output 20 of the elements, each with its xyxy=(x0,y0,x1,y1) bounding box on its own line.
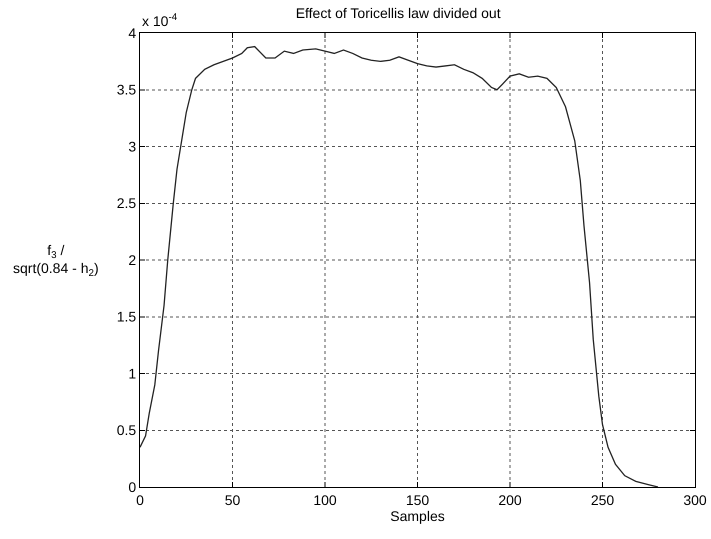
x-tick-label: 50 xyxy=(224,492,240,508)
x-tick-label: 300 xyxy=(683,492,707,508)
x-tick-label: 250 xyxy=(590,492,614,508)
x-tick-label: 150 xyxy=(406,492,430,508)
y-tick-label: 0.5 xyxy=(116,422,136,438)
y-tick-label: 3 xyxy=(128,138,136,154)
text: x 10$^{-4}$ xyxy=(142,12,178,29)
x-tick-label: 100 xyxy=(313,492,337,508)
y-axis-title: f$_{3}$ / sqrt(0.84 - h$_{2}$) xyxy=(13,242,99,280)
line-series xyxy=(140,46,659,487)
y-tick-label: 1 xyxy=(128,365,136,382)
y-tick-label: 4 xyxy=(128,24,136,41)
y-tick-label: 2 xyxy=(128,252,136,268)
x-tick-label: 200 xyxy=(498,492,522,508)
y-tick-label: 2.5 xyxy=(116,195,136,212)
y-tick-label: 1.5 xyxy=(116,308,136,325)
y-tick-label: 3.5 xyxy=(116,82,136,98)
x-axis-title: Samples xyxy=(390,508,445,524)
y-tick-label: 0 xyxy=(128,478,136,495)
chart-title: Effect of Toricellis law divided out xyxy=(296,4,501,21)
